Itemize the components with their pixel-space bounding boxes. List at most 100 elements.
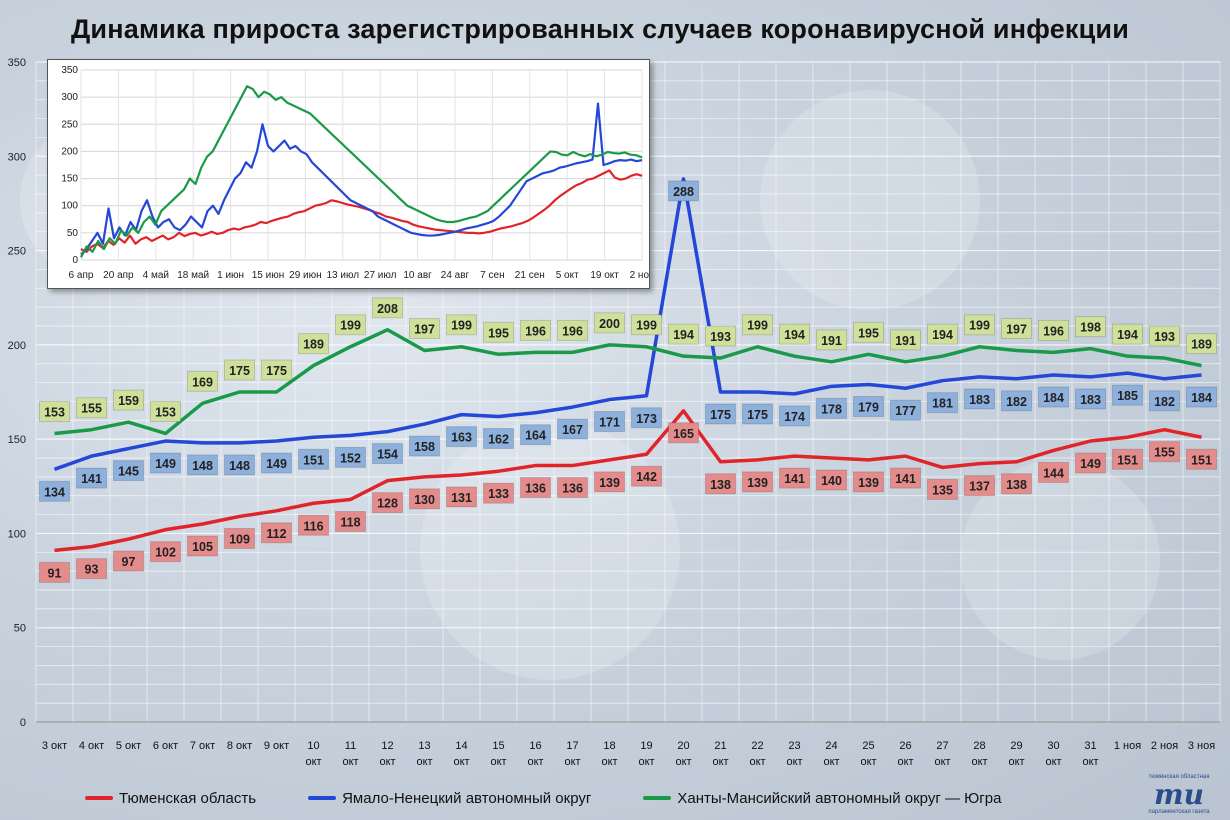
legend-item-hmao: Ханты-Мансийский автономный округ — Югра: [643, 790, 1001, 807]
data-label-hmao: 198: [1080, 321, 1101, 335]
data-label-bg-tyumen: [1186, 448, 1217, 470]
x-tick-label: 9 окт: [264, 740, 289, 752]
data-label-bg-tyumen: [705, 473, 736, 495]
y-tick-label: 250: [8, 246, 26, 258]
data-label-tyumen: 136: [562, 482, 583, 496]
data-label-hmao: 159: [118, 394, 139, 408]
data-label-tyumen: 137: [969, 480, 990, 494]
data-label-yamal: 182: [1006, 395, 1027, 409]
data-label-yamal: 148: [192, 459, 213, 473]
legend-swatch-tyumen: [85, 796, 113, 800]
inset-chart-y-axis: 0 50 100 150 200 250 300 350: [61, 65, 78, 266]
data-label-bg-tyumen: [1001, 473, 1032, 495]
data-label-yamal: 162: [488, 433, 509, 447]
data-label-bg-tyumen: [742, 471, 773, 493]
data-label-yamal: 158: [414, 440, 435, 454]
data-label-bg-yamal: [372, 443, 403, 465]
data-label-hmao: 197: [414, 323, 435, 337]
x-tick-label: окт: [638, 756, 654, 768]
data-label-hmao: 175: [229, 364, 250, 378]
data-label-tyumen: 155: [1154, 446, 1175, 460]
y-tick-label: 300: [8, 151, 26, 163]
data-label-tyumen: 144: [1043, 466, 1064, 480]
inset-x-tick-label: 4 май: [143, 270, 169, 281]
data-label-bg-tyumen: [631, 465, 662, 487]
data-label-yamal: 145: [118, 465, 139, 479]
x-tick-label: окт: [416, 756, 432, 768]
inset-x-tick-label: 15 июн: [252, 270, 285, 281]
x-tick-label: 29: [1010, 740, 1022, 752]
logo-mark: ти: [1154, 778, 1204, 811]
data-label-bg-yamal: [483, 428, 514, 450]
data-label-yamal: 183: [969, 393, 990, 407]
data-label-bg-tyumen: [779, 467, 810, 489]
logo-top-text: тюменская областная: [1148, 774, 1210, 780]
data-label-bg-yamal: [446, 426, 477, 448]
data-label-bg-yamal: [890, 399, 921, 421]
data-label-bg-yamal: [964, 388, 995, 410]
data-label-hmao: 199: [747, 319, 768, 333]
data-label-tyumen: 139: [747, 476, 768, 490]
data-label-bg-yamal: [557, 418, 588, 440]
data-label-bg-yamal: [298, 448, 329, 470]
data-label-bg-tyumen: [39, 561, 70, 583]
data-label-bg-hmao: [150, 400, 181, 422]
y-tick-label: 350: [8, 57, 26, 69]
x-tick-label: окт: [860, 756, 876, 768]
x-tick-label: окт: [823, 756, 839, 768]
data-label-yamal: 185: [1117, 389, 1138, 403]
data-label-bg-tyumen: [816, 469, 847, 491]
x-tick-label: 25: [862, 740, 874, 752]
x-tick-label: 31: [1084, 740, 1096, 752]
data-label-hmao: 155: [81, 402, 102, 416]
x-tick-label: 17: [566, 740, 578, 752]
series-line-tyumen: [54, 409, 1202, 553]
data-label-hmao: 196: [1043, 324, 1064, 338]
data-label-bg-yamal: [187, 454, 218, 476]
legend-item-yamal: Ямало-Ненецкий автономный округ: [308, 790, 591, 807]
inset-y-tick-label: 200: [61, 146, 78, 157]
data-label-yamal: 134: [44, 485, 65, 499]
x-tick-label: 4 окт: [79, 740, 104, 752]
data-label-tyumen: 133: [488, 487, 509, 501]
data-label-bg-yamal: [39, 480, 70, 502]
inset-x-tick-label: 10 авг: [403, 270, 432, 281]
main-chart-series: [53, 177, 1202, 553]
data-label-yamal: 288: [673, 185, 694, 199]
x-tick-label: окт: [564, 756, 580, 768]
x-tick-label: окт: [971, 756, 987, 768]
chart-legend: Тюменская область Ямало-Ненецкий автоном…: [85, 786, 1053, 810]
x-tick-label: 14: [455, 740, 467, 752]
data-label-bg-yamal: [335, 446, 366, 468]
data-label-hmao: 191: [895, 334, 916, 348]
inset-y-tick-label: 50: [67, 228, 79, 239]
inset-x-tick-label: 24 авг: [441, 270, 470, 281]
data-label-tyumen: 140: [821, 474, 842, 488]
data-label-hmao: 193: [1154, 330, 1175, 344]
data-label-bg-hmao: [483, 321, 514, 343]
data-label-hmao: 199: [636, 319, 657, 333]
x-tick-label: 22: [751, 740, 763, 752]
data-label-tyumen: 93: [85, 563, 99, 577]
data-label-yamal: 164: [525, 429, 546, 443]
data-label-yamal: 181: [932, 397, 953, 411]
inset-series-line-tyumen: [80, 169, 643, 253]
data-label-yamal: 174: [784, 410, 805, 424]
y-tick-label: 100: [8, 528, 26, 540]
data-label-bg-hmao: [39, 400, 70, 422]
data-label-tyumen: 128: [377, 497, 398, 511]
data-label-tyumen: 142: [636, 470, 657, 484]
x-tick-label: 5 окт: [116, 740, 141, 752]
x-tick-label: окт: [453, 756, 469, 768]
inset-x-tick-label: 20 апр: [103, 270, 134, 281]
data-label-bg-yamal: [1112, 384, 1143, 406]
data-label-hmao: 175: [266, 364, 287, 378]
newspaper-logo: тюменская областная ти парламентская газ…: [1142, 774, 1216, 816]
data-label-yamal: 163: [451, 431, 472, 445]
data-label-bg-hmao: [520, 319, 551, 341]
data-label-hmao: 189: [303, 338, 324, 352]
inset-y-tick-label: 350: [61, 65, 78, 76]
data-label-tyumen: 151: [1191, 453, 1212, 467]
inset-x-tick-label: 2 ноя: [630, 270, 649, 281]
